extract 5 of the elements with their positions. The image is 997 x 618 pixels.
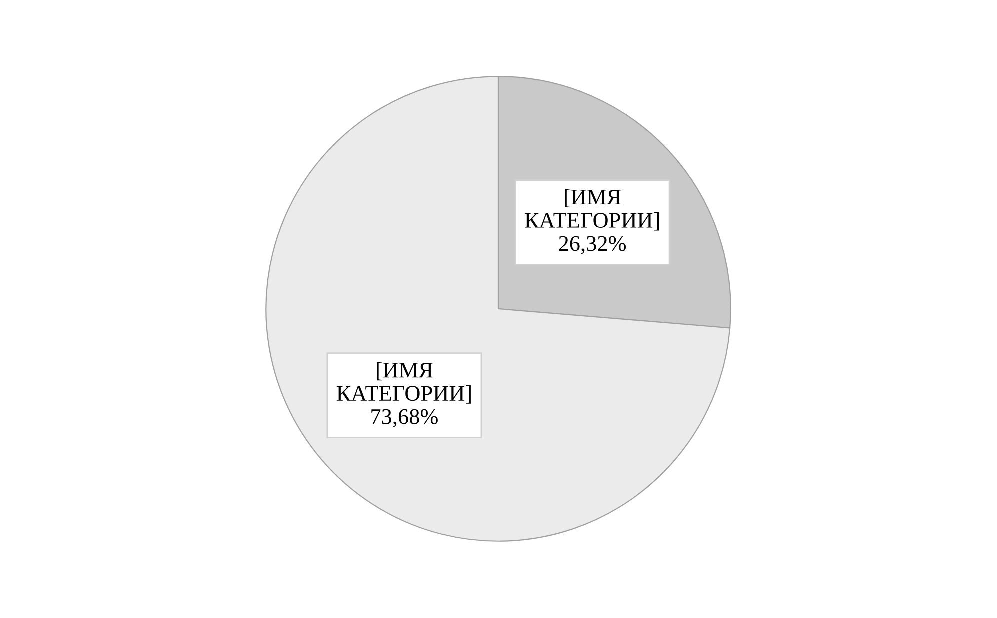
slice-label: [ИМЯ КАТЕГОРИИ] bbox=[525, 189, 660, 231]
data-label: 73,68% bbox=[372, 409, 438, 428]
slice-label: [ИМЯ КАТЕГОРИИ] bbox=[336, 362, 471, 404]
data-label: 26,32% bbox=[559, 236, 626, 254]
pie-slice bbox=[266, 76, 731, 542]
